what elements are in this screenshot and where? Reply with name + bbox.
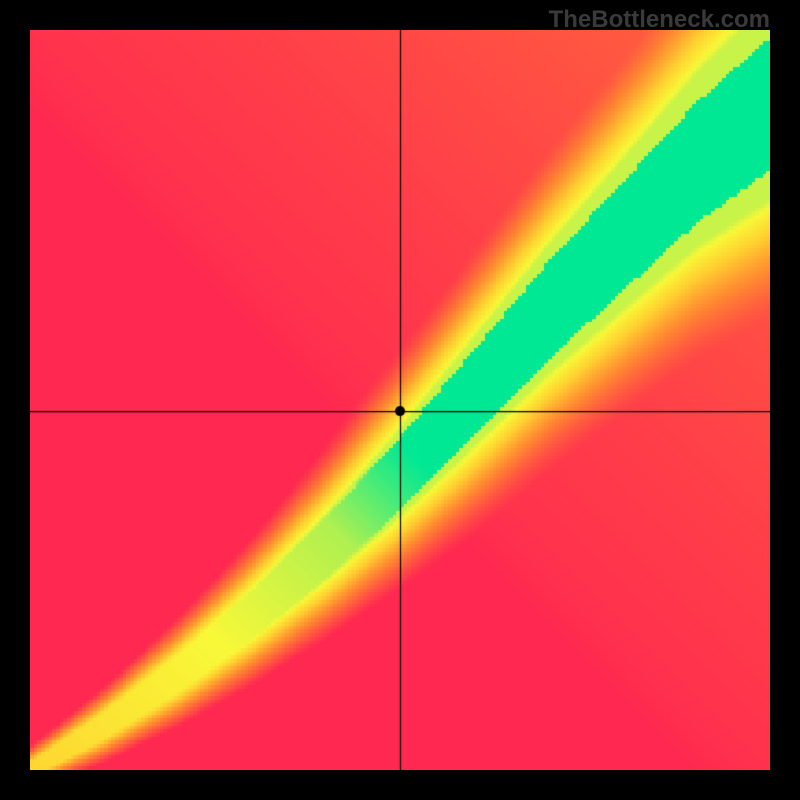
watermark-text: TheBottleneck.com [549,6,770,34]
heatmap-plot [30,30,770,770]
heatmap-canvas [30,30,770,770]
